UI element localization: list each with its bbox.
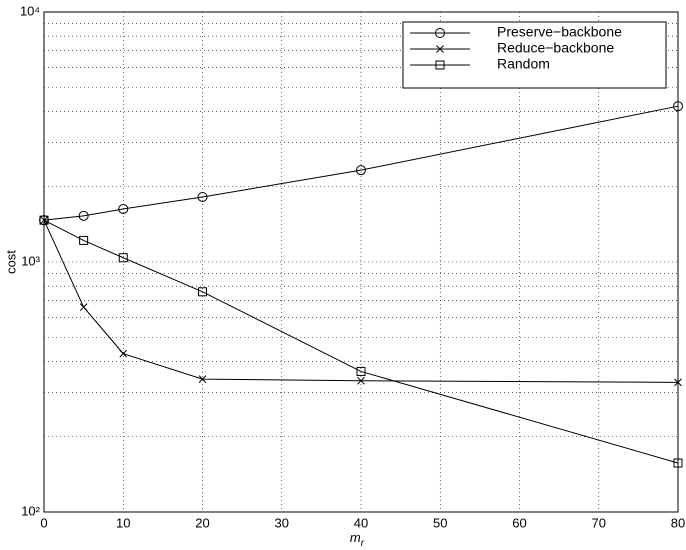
y-tick-label: 10³ [21,253,40,268]
marker [79,303,88,311]
marker [197,191,208,202]
marker [673,458,683,468]
marker [673,101,683,112]
marker [78,210,89,221]
x-tick-label: 80 [671,515,685,530]
x-tick-label: 70 [592,515,606,530]
x-axis-label-sub: r [361,538,365,549]
x-axis-label: mr [350,530,365,548]
marker [198,287,207,297]
marker [674,378,682,387]
marker [435,60,445,70]
x-tick-label: 60 [512,515,526,530]
x-tick-label: 50 [433,515,447,530]
marker [118,253,128,263]
y-tick-label: 10⁴ [20,3,40,18]
marker [436,45,444,53]
marker [356,366,366,376]
x-tick-label: 0 [40,515,47,530]
marker [356,165,366,176]
x-tick-label: 40 [354,515,368,530]
legend-label: Random [497,56,550,72]
series-line [43,219,679,383]
x-axis-label-base: m [350,530,361,545]
legend-label: Reduce−backbone [497,40,614,56]
x-tick-label: 30 [275,515,289,530]
marker [119,349,128,358]
y-tick-label: 10² [21,503,40,518]
marker [118,203,129,214]
marker [39,215,49,225]
x-tick-label: 10 [116,515,130,530]
y-axis-label: cost [3,250,18,274]
legend-label: Preserve−backbone [497,24,622,40]
x-tick-label: 20 [195,515,209,530]
series-line [43,219,679,464]
series-line [43,105,679,221]
marker [79,235,89,245]
marker [198,375,207,383]
plot-frame [43,11,679,513]
marker [357,376,365,385]
marker [435,28,445,38]
